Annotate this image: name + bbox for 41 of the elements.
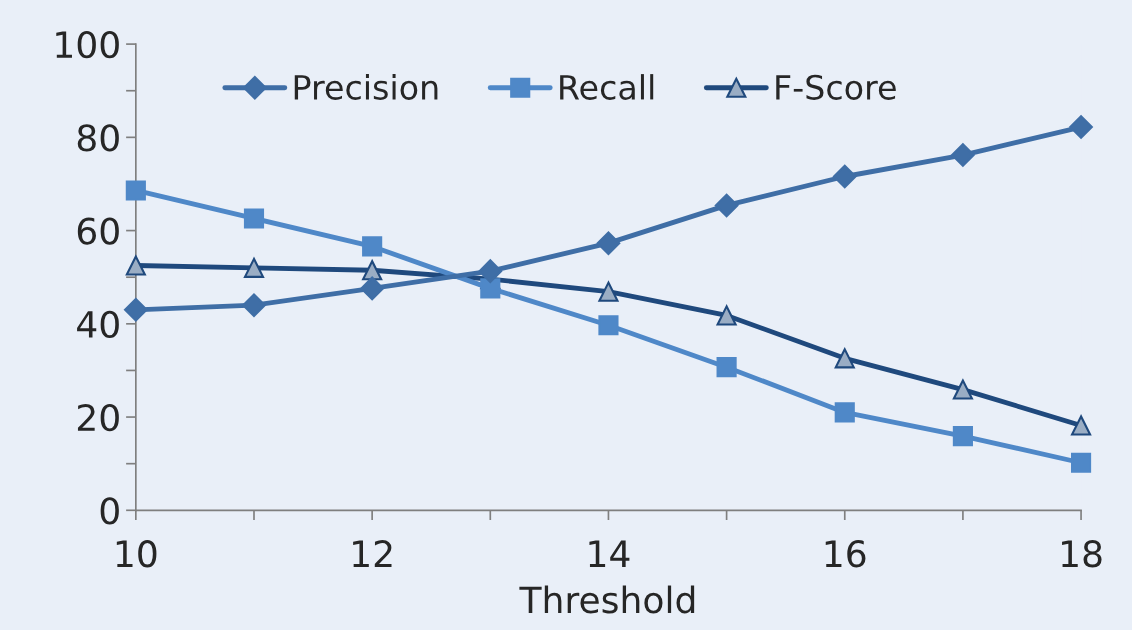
point [362,260,383,281]
point [1070,452,1092,473]
x-axis-title: Threshold [519,585,695,614]
point [834,348,855,369]
point [480,278,501,299]
x-tick-label: 18 [1062,540,1102,568]
legend-label: F-Score [776,74,896,100]
point [598,281,619,302]
point [834,402,855,423]
point [243,257,265,278]
point [125,180,146,201]
y-tick-label: 100 [56,31,119,59]
x-tick-label: 10 [116,540,157,568]
y-tick-label: 0 [100,497,119,525]
point [478,259,503,283]
x-tick-label: 16 [825,540,866,568]
y-tick-label: 40 [77,310,119,339]
y-tick-label: 80 [77,124,119,152]
point [716,305,737,326]
point [362,236,383,257]
y-tick-label: 60 [77,217,119,245]
y-tick-label: 20 [77,403,119,432]
point [714,193,739,218]
point [598,315,619,336]
point [952,426,973,447]
point [360,276,384,301]
legend-label: Precision [294,74,438,100]
point [952,379,973,400]
point [951,143,975,167]
point [716,357,737,378]
x-tick-label: 14 [589,540,630,567]
point [125,255,146,276]
point [832,164,857,189]
point [1069,115,1093,139]
point [242,293,266,318]
point [243,208,265,229]
point [1070,415,1092,436]
point [124,297,148,322]
point [596,231,621,256]
legend-label: Recall [560,74,654,100]
x-tick-label: 12 [353,540,392,567]
